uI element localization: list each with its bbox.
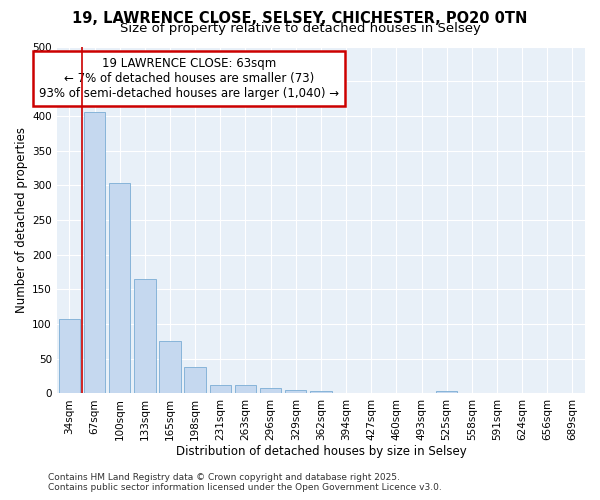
Bar	[184, 367, 206, 394]
Bar	[209, 385, 231, 394]
Bar	[59, 319, 80, 394]
Text: Size of property relative to detached houses in Selsey: Size of property relative to detached ho…	[119, 22, 481, 35]
Text: Contains HM Land Registry data © Crown copyright and database right 2025.
Contai: Contains HM Land Registry data © Crown c…	[48, 473, 442, 492]
Bar	[84, 112, 105, 394]
Bar	[109, 183, 130, 394]
Bar	[235, 385, 256, 394]
X-axis label: Distribution of detached houses by size in Selsey: Distribution of detached houses by size …	[176, 444, 466, 458]
Text: 19 LAWRENCE CLOSE: 63sqm
← 7% of detached houses are smaller (73)
93% of semi-de: 19 LAWRENCE CLOSE: 63sqm ← 7% of detache…	[39, 57, 339, 100]
Bar	[260, 388, 281, 394]
Text: 19, LAWRENCE CLOSE, SELSEY, CHICHESTER, PO20 0TN: 19, LAWRENCE CLOSE, SELSEY, CHICHESTER, …	[73, 11, 527, 26]
Bar	[310, 392, 332, 394]
Bar	[159, 342, 181, 394]
Bar	[134, 279, 155, 394]
Bar	[436, 392, 457, 394]
Y-axis label: Number of detached properties: Number of detached properties	[15, 127, 28, 313]
Bar	[285, 390, 307, 394]
